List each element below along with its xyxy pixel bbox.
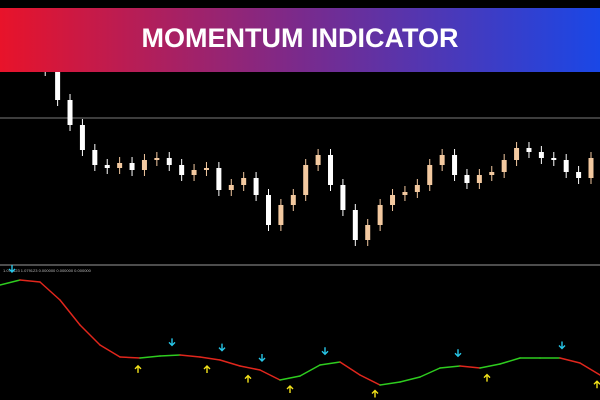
indicator-segment (279, 375, 301, 381)
title-banner (0, 8, 600, 72)
sell-arrow (258, 354, 266, 362)
candle-body (501, 160, 507, 172)
buy-arrow (593, 380, 600, 389)
candle-body (365, 225, 371, 240)
candle-body (452, 155, 458, 175)
indicator-segment (579, 362, 600, 376)
candle-body (216, 168, 222, 190)
sell-arrow (321, 347, 329, 356)
indicator-segment (59, 299, 81, 326)
candle-body (427, 165, 433, 185)
candle-body (352, 210, 358, 240)
candle-body (377, 205, 383, 225)
indicator-segment (159, 354, 181, 357)
candle-body (179, 165, 185, 175)
candle-body (278, 205, 284, 225)
indicator-segment (359, 374, 381, 386)
indicator-segment (499, 357, 521, 365)
indicator-segment (0, 279, 21, 286)
indicator-segment (139, 355, 161, 359)
candle-body (191, 170, 197, 175)
sell-arrow (168, 338, 176, 347)
candle-body (253, 178, 259, 195)
candle-body (390, 195, 396, 205)
buy-arrow (134, 364, 142, 373)
indicator-segment (299, 364, 321, 377)
candle-body (79, 125, 85, 150)
candle-body (228, 185, 234, 190)
candle-body (340, 185, 346, 210)
candle-body (315, 155, 321, 165)
indicator-segment (479, 363, 501, 369)
candle-body (290, 195, 296, 205)
indicator-segment (339, 361, 361, 376)
candle-body (303, 165, 309, 195)
indicator-segment (379, 381, 401, 386)
indicator-segment (39, 281, 61, 301)
buy-arrow (286, 385, 294, 393)
indicator-segment (79, 324, 101, 346)
indicator-segment (399, 376, 421, 383)
indicator-segment (439, 365, 461, 369)
sell-arrow (218, 343, 226, 352)
indicator-segment (259, 369, 281, 381)
buy-arrow (371, 389, 379, 398)
candle-body (328, 155, 334, 185)
indicator-segment (219, 359, 241, 367)
indicator-segment (99, 344, 121, 358)
buy-arrow (244, 374, 252, 383)
candle-body (154, 158, 160, 160)
candle-body (489, 172, 495, 175)
sell-arrow (454, 349, 462, 358)
candle-body (464, 175, 470, 183)
buy-arrow (483, 373, 491, 382)
candle-body (476, 175, 482, 183)
candle-body (402, 192, 408, 195)
indicator-segment (559, 357, 581, 364)
candle-body (92, 150, 98, 165)
candle-body (55, 70, 61, 100)
candle-body (526, 148, 532, 152)
indicator-segment (119, 356, 141, 359)
candle-body (117, 163, 123, 168)
buy-arrow (203, 365, 211, 374)
candle-body (104, 165, 110, 168)
indicator-segment (239, 365, 261, 371)
indicator-segment (179, 354, 201, 358)
candle-body (141, 160, 147, 170)
sell-arrow (8, 265, 16, 273)
candle-body (166, 158, 172, 165)
candle-body (551, 158, 557, 160)
indicator-segment (199, 356, 221, 361)
candle-body (439, 155, 445, 165)
candle-body (203, 168, 209, 170)
candle-body (129, 163, 135, 170)
chart-title: MOMENTUM INDICATOR (142, 23, 459, 53)
candle-body (414, 185, 420, 192)
candle-body (67, 100, 73, 125)
candle-body (241, 178, 247, 185)
candle-body (563, 160, 569, 172)
indicator-segment (19, 279, 41, 283)
sell-arrow (558, 341, 566, 350)
indicator-segment (319, 361, 341, 366)
candle-body (265, 195, 271, 225)
candle-body (588, 158, 594, 178)
candle-body (514, 148, 520, 160)
candle-body (576, 172, 582, 178)
candle-body (538, 152, 544, 158)
indicator-segment (419, 367, 441, 378)
indicator-label: 1.079123 1.079123 0.000000 0.000000 0.00… (3, 268, 92, 273)
indicator-pane (0, 265, 600, 398)
indicator-segment (459, 365, 481, 369)
